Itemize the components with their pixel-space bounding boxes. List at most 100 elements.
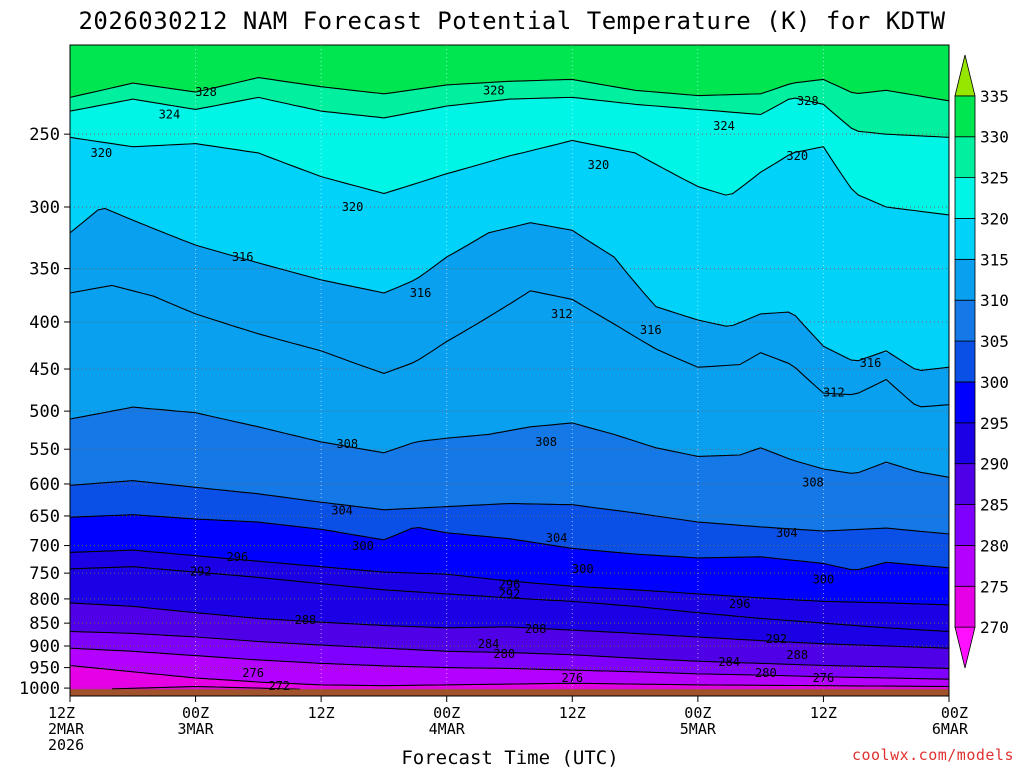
contour-label: 284 [718,655,740,669]
contour-label: 316 [232,250,254,264]
y-tick-label: 500 [29,402,60,422]
contour-label: 300 [813,572,835,586]
y-tick-label: 400 [29,313,60,333]
colorbar-segment [954,585,976,628]
contour-label: 308 [535,435,557,449]
x-tick-label: 00Z [182,704,209,722]
colorbar-label: 310 [980,291,1009,310]
theta-band [70,407,949,534]
contour-label: 304 [546,531,568,545]
contour-label: 292 [499,587,521,601]
colorbar-label: 315 [980,250,1009,269]
contour-label: 288 [786,648,808,662]
colorbar-segment [954,95,976,138]
theta-band [70,208,949,407]
isentrope-line [70,630,949,669]
credit-text: coolwx.com/models [851,746,1014,764]
isentrope-line [70,406,949,478]
colorbar-segment [954,381,976,424]
contour-label: 288 [295,613,317,627]
colorbar-segment [954,422,976,465]
x-tick-label: 6MAR [932,720,969,738]
colorbar-label: 320 [980,209,1009,228]
isentrope-line [70,647,949,680]
theta-band [70,97,949,215]
isentrope-line [70,514,949,571]
x-tick-label: 00Z [684,704,711,722]
contour-label: 280 [493,647,515,661]
contour-label: 312 [823,385,845,399]
contour-labels: 328 328 328 324 324 320 320 320 320 316 316 316 316 3… [91,83,882,693]
y-tick-label: 950 [29,659,60,679]
y-tick-label: 350 [29,260,60,280]
theta-band [70,566,949,649]
theta-band [70,480,949,571]
isentrope-line [111,685,301,690]
contour-label: 300 [352,539,374,553]
contour-label: 312 [551,307,573,321]
colorbar-segment [954,504,976,546]
y-tick-label: 750 [29,564,60,584]
y-tick-label: 800 [29,590,60,610]
contour-label: 328 [797,94,819,108]
contour-label: 284 [478,637,500,651]
contour-label: 296 [729,597,751,611]
contour-label: 276 [242,666,264,680]
theta-band [70,77,949,138]
colorbar-segment [954,340,976,383]
x-axis-title: Forecast Time (UTC) [401,747,618,768]
theta-band [70,137,949,371]
y-tick-label: 900 [29,637,60,657]
colorbar-label: 305 [980,332,1009,351]
contour-label: 320 [91,146,113,160]
x-tick-label: 3MAR [178,720,215,738]
contour-label: 320 [588,158,610,172]
x-tick-label: 12Z [48,704,75,722]
plot-frame [69,44,950,697]
contour-label: 320 [342,200,364,214]
colorbar-label: 335 [980,87,1009,106]
isentrope-line [70,602,949,649]
colorbar-segment [954,545,976,587]
contour-label: 296 [499,578,521,592]
theta-band [70,648,949,687]
colorbar-segment [954,177,976,219]
contour-label: 288 [525,622,547,636]
contour-label: 304 [331,503,353,517]
theta-band [70,602,949,669]
y-tick-label: 550 [29,440,60,460]
colorbar-segment [954,218,976,260]
isentrope-line [70,96,949,138]
ground-surface [70,689,949,696]
isentrope-line [70,566,949,633]
colorbar-segment [954,258,976,301]
y-tick-label: 850 [29,614,60,634]
colorbar-label: 270 [980,618,1009,637]
contour-label: 316 [860,356,882,370]
x-tick-label: 12Z [559,704,586,722]
isentrope-line [70,549,949,606]
y-axis: 250 300 350 400 450 500 550 600 650 700 750 800 850 9… [19,125,70,699]
contour-label: 324 [159,108,181,122]
x-tick-label: 12Z [810,704,837,722]
y-tick-label: 450 [29,360,60,380]
y-tick-label: 250 [29,125,60,145]
isentrope-line [70,77,949,102]
ground-fill [70,689,949,696]
x-tick-label: 12Z [308,704,335,722]
colorbar-segment [954,136,976,179]
contour-label: 272 [268,679,290,693]
contour-label: 296 [227,550,249,564]
colorbar-label: 290 [980,455,1009,474]
colorbar: 270 275 280 285 290 295 300 305 310 315 320 325 330 3… [954,54,1009,669]
contour-label: 308 [336,437,358,451]
x-tick-label: 00Z [941,704,968,722]
y-tick-label: 650 [29,507,60,527]
x-tick-label: 2026 [48,736,84,754]
contour-label: 292 [190,565,212,579]
theta-band [70,285,949,478]
isentrope-line [70,284,949,408]
theta-band [70,514,949,605]
isentrope-line [70,480,949,535]
